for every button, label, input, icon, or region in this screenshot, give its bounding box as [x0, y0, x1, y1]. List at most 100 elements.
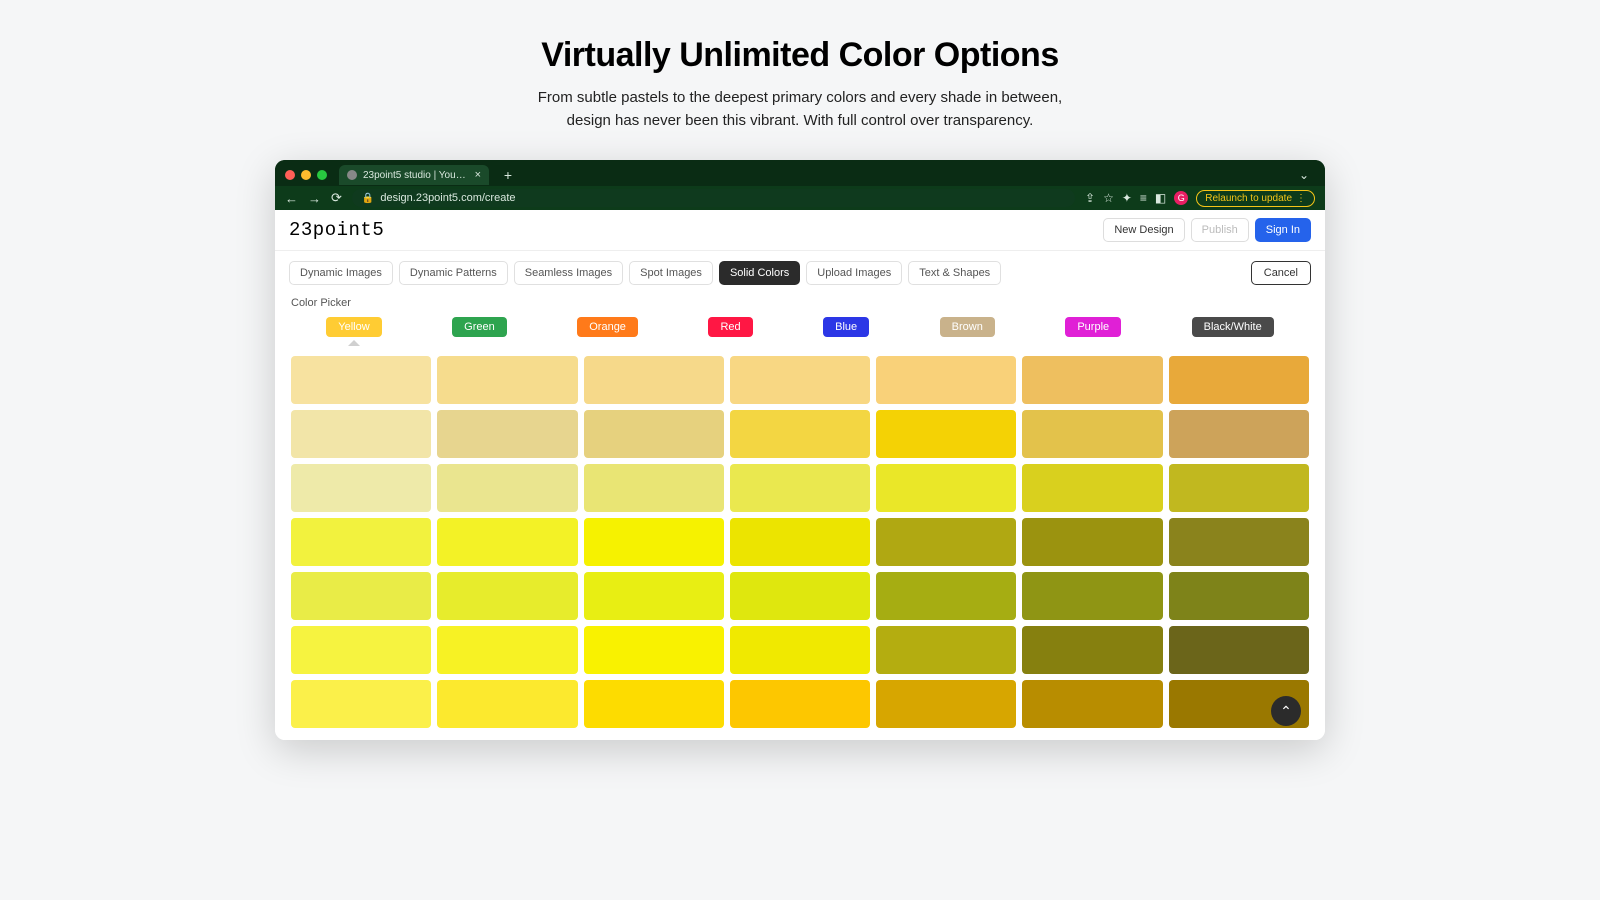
color-category-brown[interactable]: Brown — [940, 317, 995, 337]
color-category-wrap: Black/White — [1192, 317, 1274, 346]
chevron-up-icon: ⌃ — [1280, 703, 1292, 720]
color-category-orange[interactable]: Orange — [577, 317, 638, 337]
color-swatch[interactable] — [876, 680, 1016, 728]
toolbar-tab-spot-images[interactable]: Spot Images — [629, 261, 713, 285]
color-swatch[interactable] — [1169, 356, 1309, 404]
color-category-red[interactable]: Red — [708, 317, 752, 337]
scroll-to-top-button[interactable]: ⌃ — [1271, 696, 1301, 726]
color-swatch[interactable] — [876, 356, 1016, 404]
color-swatch[interactable] — [1022, 464, 1162, 512]
color-swatch[interactable] — [584, 518, 724, 566]
color-swatch[interactable] — [730, 518, 870, 566]
extensions-icon[interactable]: ✦ — [1122, 191, 1132, 205]
new-tab-button[interactable]: + — [499, 166, 517, 184]
color-swatch[interactable] — [1169, 410, 1309, 458]
color-category-wrap: Green — [452, 317, 507, 346]
color-swatch[interactable] — [876, 410, 1016, 458]
color-swatch[interactable] — [291, 464, 431, 512]
relaunch-label: Relaunch to update — [1205, 193, 1292, 204]
color-swatch[interactable] — [584, 464, 724, 512]
nav-forward-icon[interactable]: → — [308, 191, 321, 206]
color-swatch[interactable] — [730, 356, 870, 404]
color-swatch[interactable] — [1022, 356, 1162, 404]
tab-title: 23point5 studio | Your Fashion — [363, 170, 469, 181]
color-swatch[interactable] — [584, 680, 724, 728]
url-input[interactable]: 🔒 design.23point5.com/create — [352, 189, 1075, 207]
color-swatch[interactable] — [730, 680, 870, 728]
hero-title: Virtually Unlimited Color Options — [0, 36, 1600, 75]
color-swatch[interactable] — [1169, 464, 1309, 512]
color-swatch[interactable] — [437, 410, 577, 458]
color-swatch[interactable] — [730, 464, 870, 512]
color-swatch[interactable] — [437, 626, 577, 674]
color-swatch[interactable] — [584, 356, 724, 404]
share-icon[interactable]: ⇪ — [1085, 191, 1095, 205]
color-category-wrap: Blue — [823, 317, 869, 346]
color-swatch[interactable] — [876, 518, 1016, 566]
swatch-grid — [291, 356, 1309, 728]
app-logo[interactable]: 23point5 — [289, 219, 384, 241]
color-swatch[interactable] — [291, 518, 431, 566]
toolbar-tab-upload-images[interactable]: Upload Images — [806, 261, 902, 285]
sign-in-button[interactable]: Sign In — [1255, 218, 1311, 242]
color-swatch[interactable] — [1022, 518, 1162, 566]
tab-overflow-icon[interactable]: ⌄ — [1299, 168, 1315, 182]
bookmark-icon[interactable]: ☆ — [1103, 191, 1114, 205]
color-swatch[interactable] — [1022, 680, 1162, 728]
color-swatch[interactable] — [291, 572, 431, 620]
relaunch-button[interactable]: Relaunch to update ⋮ — [1196, 190, 1315, 207]
color-swatch[interactable] — [876, 572, 1016, 620]
color-swatch[interactable] — [730, 572, 870, 620]
color-category-purple[interactable]: Purple — [1065, 317, 1121, 337]
color-swatch[interactable] — [437, 518, 577, 566]
color-swatch[interactable] — [584, 572, 724, 620]
window-maximize-button[interactable] — [317, 170, 327, 180]
new-design-button[interactable]: New Design — [1103, 218, 1184, 242]
color-category-yellow[interactable]: Yellow — [326, 317, 381, 337]
color-swatch[interactable] — [291, 410, 431, 458]
toolbar-tab-dynamic-images[interactable]: Dynamic Images — [289, 261, 393, 285]
color-swatch[interactable] — [291, 356, 431, 404]
swatch-scroll-area[interactable] — [275, 350, 1325, 740]
color-swatch[interactable] — [730, 626, 870, 674]
window-minimize-button[interactable] — [301, 170, 311, 180]
color-swatch[interactable] — [1169, 572, 1309, 620]
hero-subtitle: From subtle pastels to the deepest prima… — [0, 87, 1600, 132]
color-swatch[interactable] — [1169, 518, 1309, 566]
color-swatch[interactable] — [437, 356, 577, 404]
color-swatch[interactable] — [584, 410, 724, 458]
color-swatch[interactable] — [876, 464, 1016, 512]
category-active-indicator — [348, 340, 360, 346]
tab-close-icon[interactable]: × — [475, 169, 481, 181]
cancel-button[interactable]: Cancel — [1251, 261, 1311, 285]
color-swatch[interactable] — [291, 626, 431, 674]
app-viewport: 23point5 New Design Publish Sign In Dyna… — [275, 210, 1325, 740]
profile-badge[interactable]: G — [1174, 191, 1188, 205]
color-swatch[interactable] — [1022, 410, 1162, 458]
color-swatch[interactable] — [437, 680, 577, 728]
reading-list-icon[interactable]: ≡ — [1140, 191, 1147, 205]
color-swatch[interactable] — [1022, 572, 1162, 620]
color-swatch[interactable] — [876, 626, 1016, 674]
publish-button[interactable]: Publish — [1191, 218, 1249, 242]
browser-tab[interactable]: 23point5 studio | Your Fashion × — [339, 165, 489, 185]
toolbar-tab-seamless-images[interactable]: Seamless Images — [514, 261, 623, 285]
toolbar-tab-text-shapes[interactable]: Text & Shapes — [908, 261, 1001, 285]
nav-back-icon[interactable]: ← — [285, 191, 298, 206]
color-swatch[interactable] — [437, 572, 577, 620]
toolbar-tab-solid-colors[interactable]: Solid Colors — [719, 261, 800, 285]
color-swatch[interactable] — [730, 410, 870, 458]
color-category-blue[interactable]: Blue — [823, 317, 869, 337]
color-swatch[interactable] — [1169, 626, 1309, 674]
color-swatch[interactable] — [291, 680, 431, 728]
color-swatch[interactable] — [437, 464, 577, 512]
panel-icon[interactable]: ◧ — [1155, 191, 1166, 205]
color-category-black-white[interactable]: Black/White — [1192, 317, 1274, 337]
color-category-wrap: Red — [708, 317, 752, 346]
color-swatch[interactable] — [1022, 626, 1162, 674]
color-swatch[interactable] — [584, 626, 724, 674]
color-category-green[interactable]: Green — [452, 317, 507, 337]
toolbar-tab-dynamic-patterns[interactable]: Dynamic Patterns — [399, 261, 508, 285]
window-close-button[interactable] — [285, 170, 295, 180]
nav-reload-icon[interactable]: ⟳ — [331, 190, 342, 206]
